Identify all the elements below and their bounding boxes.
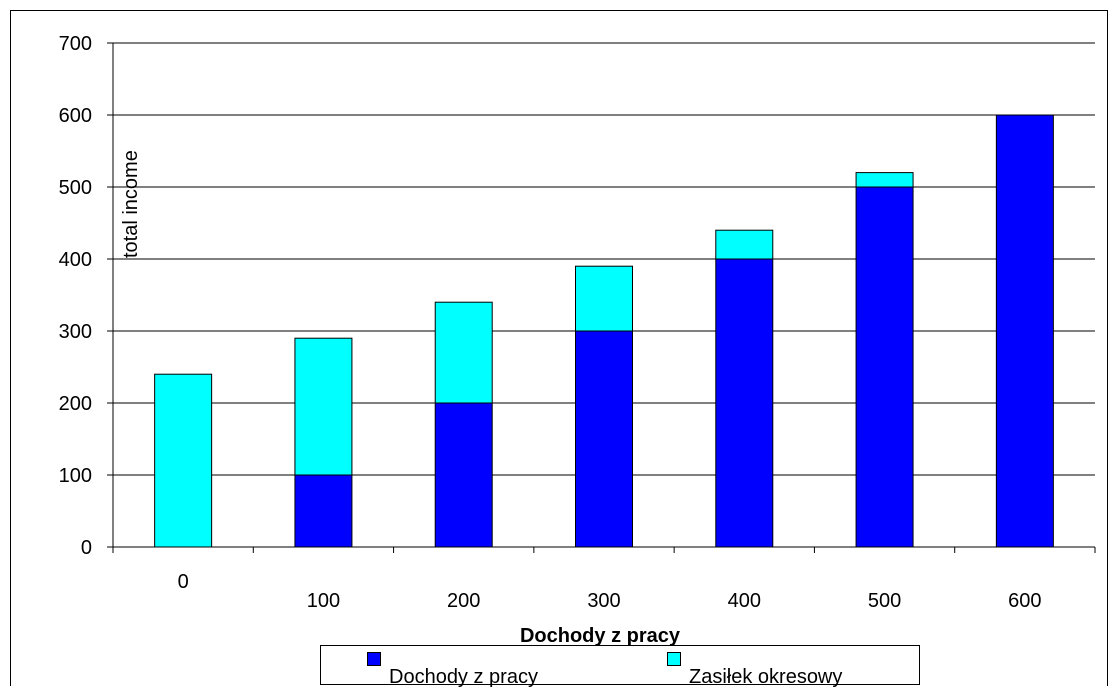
bar-dochody-100 [294, 474, 353, 548]
bar-dochody-300 [575, 330, 633, 548]
bar-dochody-200 [434, 402, 493, 548]
legend-label-dochody: Dochody z pracy [389, 666, 538, 688]
y-axis-label: total income [120, 150, 142, 258]
x-tick-label-300: 300 [587, 590, 620, 612]
y-tick-label-200: 200 [59, 393, 92, 415]
x-tick-label-600: 600 [1008, 590, 1041, 612]
bar-zasilek-300 [575, 265, 633, 332]
bar-zasilek-100 [294, 337, 353, 476]
bar-zasilek-400 [715, 229, 774, 260]
y-tick-label-100: 100 [59, 465, 92, 487]
bar-zasilek-500 [855, 172, 914, 188]
y-tick-label-0: 0 [81, 537, 92, 559]
bar-dochody-500 [855, 186, 914, 548]
y-tick-label-700: 700 [59, 33, 92, 55]
bar-dochody-400 [715, 258, 774, 548]
x-tick-label-100: 100 [307, 590, 340, 612]
x-tick-label-0: 0 [178, 571, 189, 593]
y-tick-label-300: 300 [59, 321, 92, 343]
bar-zasilek-200 [434, 301, 493, 404]
bar-dochody-600 [995, 114, 1054, 548]
y-tick-label-600: 600 [59, 105, 92, 127]
y-tick-label-500: 500 [59, 177, 92, 199]
legend: Dochody z pracy Zasiłek okresowy [320, 645, 920, 688]
x-tick-label-200: 200 [447, 590, 480, 612]
legend-swatch-zasilek [667, 652, 681, 666]
x-tick-label-500: 500 [868, 590, 901, 612]
y-tick-label-400: 400 [59, 249, 92, 271]
x-axis-label: Dochody z pracy [520, 625, 681, 647]
legend-label-zasilek: Zasiłek okresowy [689, 666, 843, 688]
bar-zasilek-0 [154, 373, 213, 548]
legend-swatch-dochody [367, 652, 381, 666]
x-tick-label-400: 400 [728, 590, 761, 612]
